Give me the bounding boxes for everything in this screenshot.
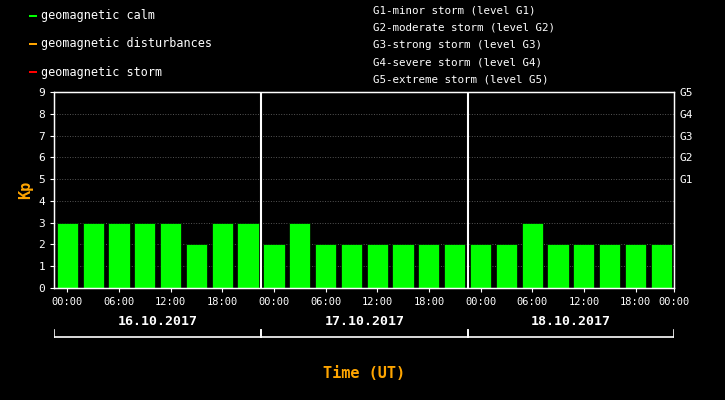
Bar: [108, 223, 130, 288]
Bar: [29, 15, 37, 17]
Bar: [521, 223, 543, 288]
Text: G2-moderate storm (level G2): G2-moderate storm (level G2): [373, 23, 555, 33]
Bar: [625, 244, 646, 288]
Y-axis label: Kp: Kp: [18, 181, 33, 199]
Bar: [392, 244, 414, 288]
Text: 18.10.2017: 18.10.2017: [531, 315, 611, 328]
Bar: [341, 244, 362, 288]
Bar: [238, 223, 259, 288]
Text: G1-minor storm (level G1): G1-minor storm (level G1): [373, 6, 536, 16]
Bar: [263, 244, 284, 288]
Bar: [289, 223, 310, 288]
Bar: [470, 244, 491, 288]
Bar: [212, 223, 233, 288]
Text: geomagnetic storm: geomagnetic storm: [41, 66, 162, 78]
Bar: [186, 244, 207, 288]
Text: 16.10.2017: 16.10.2017: [117, 315, 198, 328]
Bar: [418, 244, 439, 288]
Bar: [367, 244, 388, 288]
Bar: [134, 223, 155, 288]
Bar: [160, 223, 181, 288]
Text: Time (UT): Time (UT): [323, 366, 405, 382]
Text: geomagnetic disturbances: geomagnetic disturbances: [41, 37, 212, 50]
Bar: [573, 244, 594, 288]
Bar: [57, 223, 78, 288]
Text: G5-extreme storm (level G5): G5-extreme storm (level G5): [373, 74, 549, 84]
Bar: [651, 244, 672, 288]
Bar: [83, 223, 104, 288]
Bar: [599, 244, 621, 288]
Bar: [547, 244, 568, 288]
Bar: [496, 244, 517, 288]
Bar: [29, 71, 37, 73]
Bar: [444, 244, 465, 288]
Text: geomagnetic calm: geomagnetic calm: [41, 9, 155, 22]
Bar: [315, 244, 336, 288]
Text: G3-strong storm (level G3): G3-strong storm (level G3): [373, 40, 542, 50]
Text: G4-severe storm (level G4): G4-severe storm (level G4): [373, 57, 542, 67]
Text: 17.10.2017: 17.10.2017: [324, 315, 405, 328]
Bar: [29, 43, 37, 45]
